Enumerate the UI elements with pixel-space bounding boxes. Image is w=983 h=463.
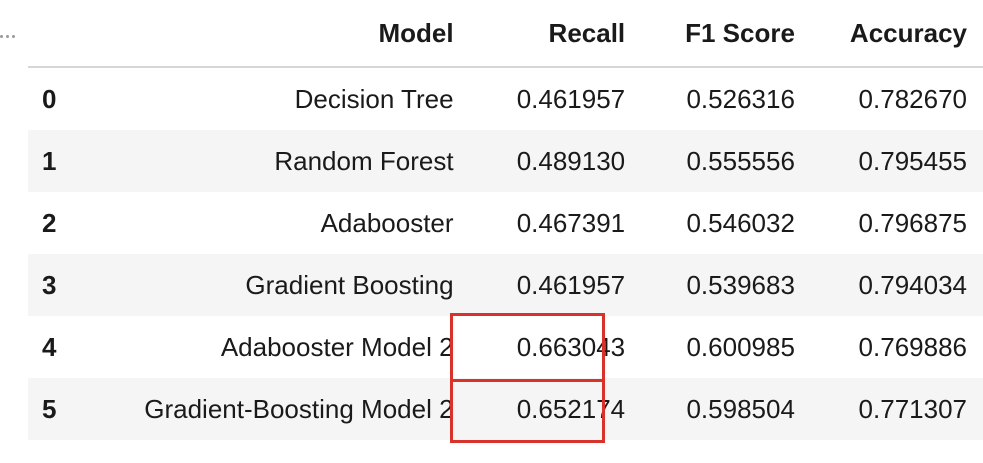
header-accuracy: Accuracy — [810, 0, 983, 68]
cell-f1-score: 0.555556 — [641, 130, 811, 192]
cell-accuracy: 0.796875 — [858, 207, 967, 238]
table-row: 1 Random Forest 0.489130 0.555556 0.7954… — [28, 130, 983, 192]
table-row: 4 Adabooster Model 2 0.663043 0.600985 0… — [28, 316, 983, 378]
cell-recall: 0.461957 — [516, 83, 626, 114]
header-model: Model — [88, 0, 470, 68]
cell-recall: 0.489130 — [469, 130, 642, 192]
cell-f1-score: 0.600985 — [686, 331, 795, 362]
row-index: 4 — [42, 331, 57, 362]
header-recall: Recall — [469, 0, 642, 68]
cell-f1-score: 0.546032 — [686, 207, 795, 238]
row-index: 0 — [42, 83, 57, 114]
cell-accuracy: 0.769886 — [858, 331, 967, 362]
dataframe-table: Model Recall F1 Score Accuracy 0 Decisio… — [28, 0, 983, 440]
cell-model: Gradient Boosting — [88, 254, 470, 316]
cell-accuracy: 0.782670 — [858, 83, 967, 114]
cell-recall: 0.652174 — [469, 378, 642, 440]
row-index: 5 — [28, 378, 89, 440]
ellipsis-icon[interactable] — [0, 35, 15, 38]
table-row: 2 Adabooster 0.467391 0.546032 0.796875 — [28, 192, 983, 254]
row-index: 1 — [28, 130, 89, 192]
table-row: 0 Decision Tree 0.461957 0.526316 0.7826… — [28, 67, 983, 130]
cell-recall: 0.663043 — [516, 331, 626, 362]
cell-accuracy: 0.794034 — [810, 254, 983, 316]
table-header-row: Model Recall F1 Score Accuracy — [28, 0, 983, 68]
cell-recall: 0.467391 — [516, 207, 626, 238]
row-index: 3 — [28, 254, 89, 316]
cell-model: Adabooster — [320, 207, 454, 238]
cell-recall: 0.461957 — [469, 254, 642, 316]
cell-accuracy: 0.771307 — [810, 378, 983, 440]
row-index: 2 — [42, 207, 57, 238]
cell-f1-score: 0.598504 — [641, 378, 811, 440]
cell-model: Gradient-Boosting Model 2 — [88, 378, 470, 440]
cell-accuracy: 0.795455 — [810, 130, 983, 192]
cell-model: Random Forest — [88, 130, 470, 192]
table-row: 5 Gradient-Boosting Model 2 0.652174 0.5… — [28, 378, 983, 440]
header-f1-score: F1 Score — [641, 0, 811, 68]
header-index — [28, 0, 89, 68]
cell-model: Decision Tree — [294, 83, 454, 114]
cell-f1-score: 0.526316 — [686, 83, 795, 114]
cell-model: Adabooster Model 2 — [220, 331, 454, 362]
table-row: 3 Gradient Boosting 0.461957 0.539683 0.… — [28, 254, 983, 316]
cell-f1-score: 0.539683 — [641, 254, 811, 316]
